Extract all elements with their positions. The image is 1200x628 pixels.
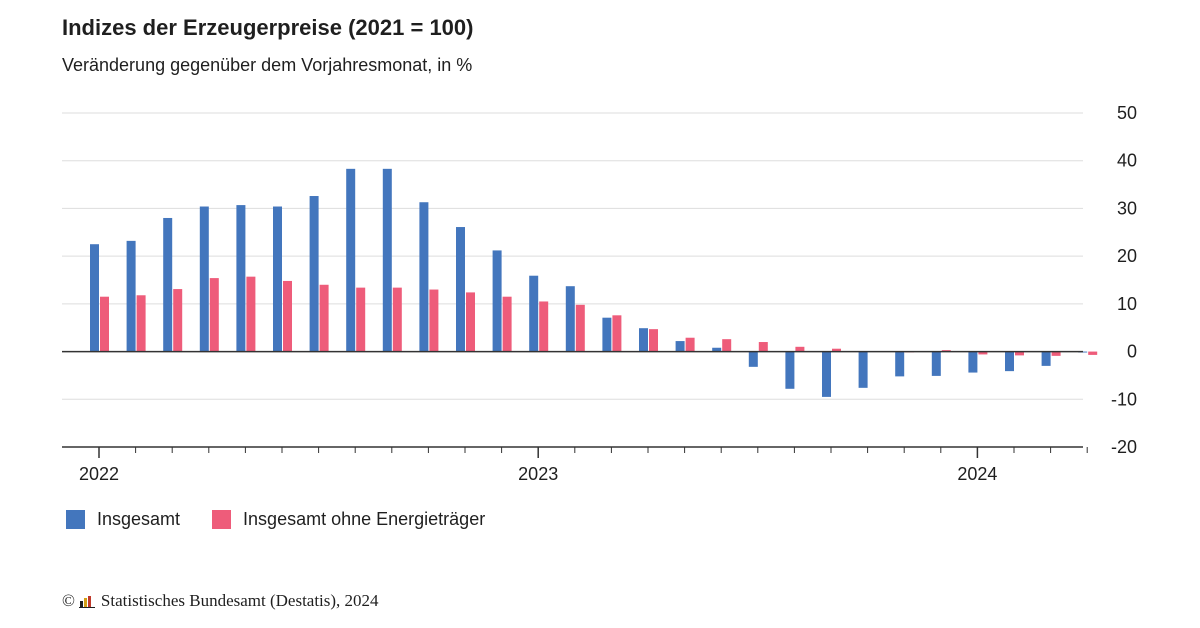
bar-ohne-energie[interactable] bbox=[649, 329, 658, 352]
bar-ohne-energie[interactable] bbox=[722, 339, 732, 352]
bar-insgesamt[interactable] bbox=[748, 351, 758, 367]
bar-ohne-energie[interactable] bbox=[795, 346, 805, 352]
x-tick-label: 2023 bbox=[518, 464, 558, 484]
y-tick-label: 0 bbox=[1127, 342, 1137, 362]
bar-insgesamt[interactable] bbox=[199, 206, 209, 352]
bar-insgesamt[interactable] bbox=[126, 240, 136, 352]
bar-ohne-energie[interactable] bbox=[978, 351, 988, 355]
bar-insgesamt[interactable] bbox=[785, 351, 795, 389]
bar-insgesamt[interactable] bbox=[90, 244, 99, 352]
y-tick-label: 30 bbox=[1117, 198, 1137, 218]
x-tick-labels: 2022 2023 2024 bbox=[79, 464, 997, 484]
bar-insgesamt[interactable] bbox=[895, 351, 905, 377]
bar-insgesamt[interactable] bbox=[529, 275, 539, 352]
axes bbox=[62, 350, 1088, 458]
chart-title: Indizes der Erzeugerpreise (2021 = 100) bbox=[62, 15, 474, 40]
bar-ohne-energie[interactable] bbox=[612, 315, 622, 352]
bar-insgesamt[interactable] bbox=[456, 227, 465, 352]
bar-insgesamt[interactable] bbox=[1005, 351, 1014, 372]
bar-insgesamt[interactable] bbox=[968, 351, 978, 373]
bar-insgesamt[interactable] bbox=[273, 206, 282, 352]
bar-ohne-energie[interactable] bbox=[1088, 351, 1098, 355]
gridlines bbox=[62, 112, 1083, 400]
bar-insgesamt[interactable] bbox=[822, 351, 831, 397]
bar-ohne-energie[interactable] bbox=[466, 292, 475, 352]
chart-subtitle: Veränderung gegenüber dem Vorjahresmonat… bbox=[62, 55, 473, 75]
bar-ohne-energie[interactable] bbox=[356, 287, 366, 352]
bar-ohne-energie[interactable] bbox=[173, 289, 183, 352]
source-footer: © Statistisches Bundesamt (Destatis), 20… bbox=[62, 591, 379, 611]
y-tick-labels: 50 40 30 20 10 0 -10 -20 bbox=[1111, 103, 1137, 457]
y-tick-label: 50 bbox=[1117, 103, 1137, 123]
bar-ohne-energie[interactable] bbox=[429, 289, 439, 352]
destatis-logo-icon bbox=[78, 596, 95, 608]
legend-item-insgesamt[interactable]: Insgesamt bbox=[66, 509, 180, 530]
x-tick-label: 2022 bbox=[79, 464, 119, 484]
bar-ohne-energie[interactable] bbox=[392, 287, 402, 352]
y-tick-label: -20 bbox=[1111, 437, 1137, 457]
bar-ohne-energie[interactable] bbox=[539, 301, 549, 352]
legend: Insgesamt Insgesamt ohne Energieträger bbox=[66, 509, 517, 530]
bar-ohne-energie[interactable] bbox=[319, 284, 329, 352]
bar-insgesamt[interactable] bbox=[419, 202, 429, 352]
bar-insgesamt[interactable] bbox=[639, 328, 648, 352]
bar-ohne-energie[interactable] bbox=[1015, 351, 1024, 356]
bar-insgesamt[interactable] bbox=[309, 196, 319, 352]
bar-chart: 50 40 30 20 10 0 -10 -20 2022 2023 2024 bbox=[62, 103, 1137, 484]
y-tick-label: 20 bbox=[1117, 246, 1137, 266]
y-tick-label: -10 bbox=[1111, 389, 1137, 409]
bar-ohne-energie[interactable] bbox=[1051, 351, 1061, 356]
bar-insgesamt[interactable] bbox=[931, 351, 941, 376]
bar-ohne-energie[interactable] bbox=[136, 295, 146, 352]
footer-source: Statistisches Bundesamt (Destatis), 2024 bbox=[100, 591, 379, 610]
bar-insgesamt[interactable] bbox=[712, 347, 722, 352]
bar-insgesamt[interactable] bbox=[163, 217, 173, 352]
bar-insgesamt[interactable] bbox=[492, 250, 502, 352]
bar-insgesamt[interactable] bbox=[858, 351, 868, 388]
bar-ohne-energie[interactable] bbox=[283, 280, 292, 352]
x-tick-label: 2024 bbox=[957, 464, 997, 484]
legend-label-ohne-energie: Insgesamt ohne Energieträger bbox=[243, 509, 486, 529]
copyright-sign: © bbox=[62, 591, 75, 610]
bar-insgesamt[interactable] bbox=[602, 317, 612, 352]
legend-label-insgesamt: Insgesamt bbox=[97, 509, 181, 529]
bar-ohne-energie[interactable] bbox=[209, 278, 219, 352]
bar-insgesamt[interactable] bbox=[675, 341, 685, 352]
bar-insgesamt[interactable] bbox=[236, 205, 246, 352]
legend-item-ohne-energie[interactable]: Insgesamt ohne Energieträger bbox=[212, 509, 485, 530]
bar-ohne-energie[interactable] bbox=[685, 337, 695, 352]
bar-insgesamt[interactable] bbox=[565, 286, 575, 352]
bars bbox=[90, 168, 1098, 397]
bar-ohne-energie[interactable] bbox=[246, 276, 256, 352]
bar-insgesamt[interactable] bbox=[346, 168, 356, 352]
bar-ohne-energie[interactable] bbox=[502, 296, 512, 352]
bar-insgesamt[interactable] bbox=[1041, 351, 1051, 366]
legend-swatch-ohne-energie bbox=[212, 510, 232, 529]
bar-insgesamt[interactable] bbox=[382, 168, 392, 352]
bar-ohne-energie[interactable] bbox=[575, 304, 585, 352]
bar-ohne-energie[interactable] bbox=[100, 296, 109, 352]
y-tick-label: 40 bbox=[1117, 151, 1137, 171]
bar-ohne-energie[interactable] bbox=[758, 342, 768, 352]
y-tick-label: 10 bbox=[1117, 294, 1137, 314]
bar-ohne-energie[interactable] bbox=[832, 348, 841, 352]
legend-swatch-insgesamt bbox=[66, 510, 85, 529]
